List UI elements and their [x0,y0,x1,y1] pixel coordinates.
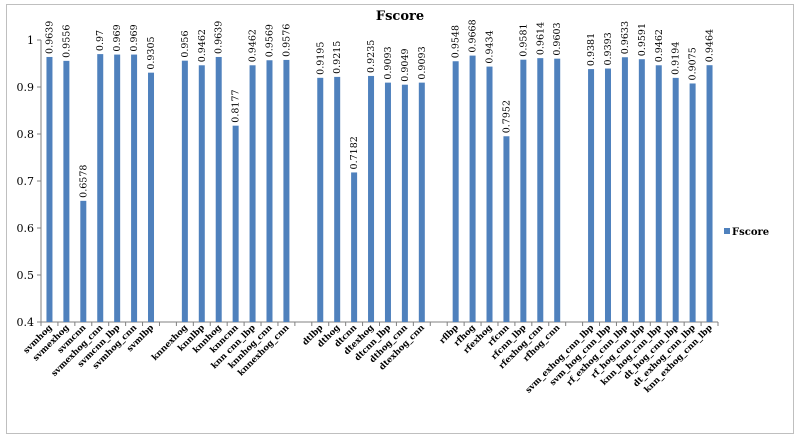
data-label: 0.9434 [485,30,496,63]
y-tick-label: 0.4 [17,316,35,329]
data-label: 0.9393 [603,32,614,65]
bar [46,56,53,322]
bar [198,65,205,322]
data-label: 0.9093 [417,46,428,79]
y-tick-label: 1 [27,34,34,47]
data-label: 0.9075 [688,47,699,80]
data-label: 0.9381 [586,33,597,66]
bar [418,82,425,322]
legend-swatch [724,228,730,234]
bar [80,200,87,322]
data-label: 0.9639 [214,21,225,54]
bar [621,57,628,323]
bar [114,54,121,322]
bar [672,77,679,322]
bar [469,55,476,322]
bar [537,58,544,322]
data-label: 0.969 [129,24,140,51]
data-label: 0.9639 [44,21,55,54]
data-label: 0.9556 [61,25,72,58]
data-label: 0.9603 [552,22,563,55]
bar [689,83,696,322]
bar [368,75,375,322]
y-tick-label: 0.9 [17,81,35,94]
data-label: 0.9194 [671,42,682,75]
data-label: 0.9464 [705,29,716,62]
data-label: 0.9633 [620,21,631,54]
legend-entry-fscore: Fscore [732,227,769,238]
bar [148,72,155,322]
data-label: 0.9305 [146,36,157,69]
bar [655,65,662,322]
bar [215,56,222,322]
bar [266,60,273,323]
data-label: 0.8177 [231,89,242,122]
data-label: 0.9569 [264,24,275,57]
y-tick-label: 0.8 [17,128,35,141]
x-axis: svmhogsvmexhogsvmcnnsvmexhog_cnnsvmcnn_l… [22,321,719,395]
data-label: 0.6578 [78,165,89,198]
data-label: 0.7182 [349,136,360,169]
bar [63,60,70,322]
y-tick-label: 0.5 [17,269,35,282]
bar [351,172,358,322]
data-label: 0.956 [180,30,191,57]
chart-frame [6,4,794,434]
data-label: 0.97 [95,30,106,51]
bar [283,59,290,322]
data-label: 0.9049 [400,48,411,81]
bars [46,54,713,323]
bar [706,65,713,322]
bar [249,65,256,322]
bar [503,136,510,322]
y-tick-label: 0.6 [17,222,35,235]
bar [334,76,341,323]
data-label: 0.9462 [248,29,259,62]
data-label: 0.9668 [468,19,479,52]
data-label: 0.9235 [366,40,377,73]
bar [604,68,611,323]
bar [384,82,391,322]
data-labels: 0.9639 0.9556 0.6578 0.97 0.969 0.969 0.9305 0.… [44,19,715,197]
data-label: 0.9462 [197,29,208,62]
bar [520,59,527,323]
data-label: 0.9093 [383,46,394,79]
chart-title: Fscore [376,9,424,24]
data-label: 0.9462 [654,29,665,62]
data-label: 0.9548 [451,25,462,58]
data-label: 0.9576 [281,24,292,57]
bar [638,59,645,323]
data-label: 0.9591 [637,23,648,56]
data-label: 0.969 [112,24,123,51]
bar [131,54,138,322]
bar [588,69,595,322]
legend: Fscore [724,227,769,238]
data-label: 0.9195 [315,42,326,75]
bar [486,66,493,323]
y-axis: 0.4 0.5 0.6 0.7 0.8 0.9 1 [17,34,42,329]
bar [232,125,239,322]
bar [97,54,104,322]
bar [554,58,561,323]
y-tick-label: 0.7 [17,175,35,188]
data-label: 0.7952 [501,100,512,133]
data-label: 0.9614 [535,22,546,55]
data-label: 0.9581 [518,23,529,56]
bar [181,60,188,323]
bar [401,84,408,323]
bar [317,77,324,323]
bar [452,61,459,323]
data-label: 0.9215 [332,41,343,74]
